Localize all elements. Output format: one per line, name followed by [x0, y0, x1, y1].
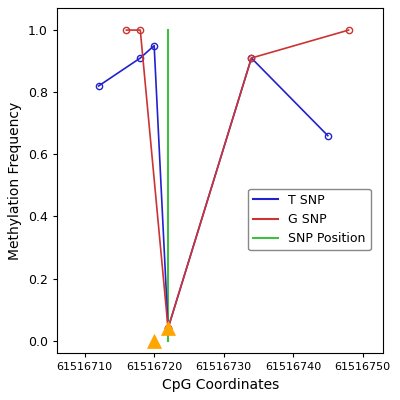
Y-axis label: Methylation Frequency: Methylation Frequency [8, 102, 22, 260]
X-axis label: CpG Coordinates: CpG Coordinates [162, 378, 279, 392]
Legend: T SNP, G SNP, SNP Position: T SNP, G SNP, SNP Position [248, 189, 371, 250]
